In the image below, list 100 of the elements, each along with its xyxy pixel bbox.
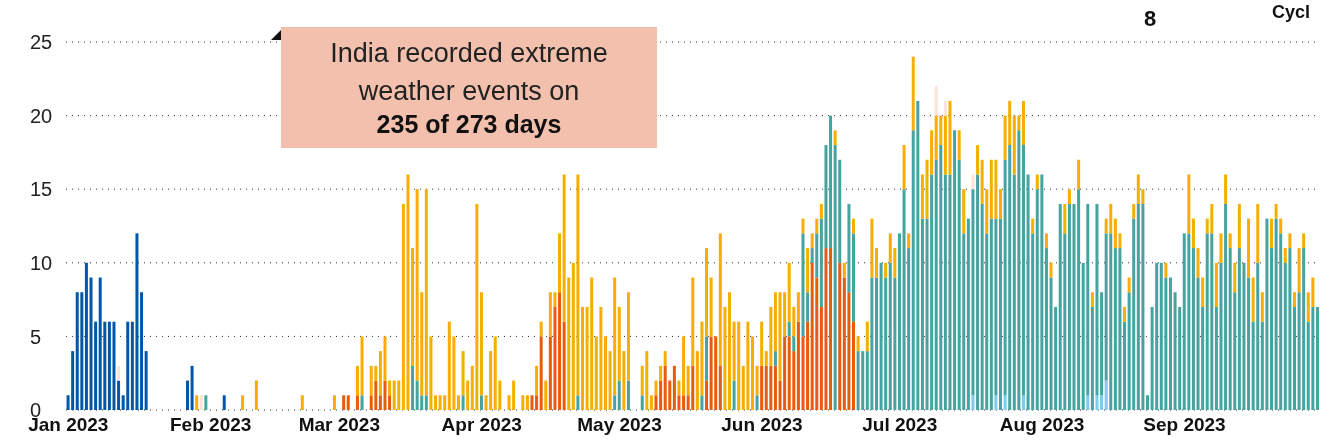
bar [300, 395, 304, 410]
bar [397, 380, 401, 410]
bar [1219, 233, 1223, 263]
bar [1100, 395, 1104, 410]
bar [943, 174, 947, 410]
bar [948, 174, 952, 410]
bar [1260, 292, 1264, 322]
bar [512, 380, 516, 410]
bar [461, 395, 465, 410]
bar [783, 336, 787, 410]
bar [489, 351, 493, 410]
bar [535, 365, 539, 396]
x-tick-label: Apr 2023 [441, 414, 522, 436]
bar [994, 159, 998, 219]
bar [332, 395, 336, 410]
bar [84, 262, 88, 410]
bar [957, 159, 961, 410]
bar [199, 395, 203, 410]
y-tick-label: 10 [30, 251, 53, 274]
bar [1214, 262, 1218, 307]
bar [599, 306, 603, 410]
bar [355, 395, 359, 410]
bar [415, 380, 419, 410]
bar [659, 380, 663, 410]
bar [1021, 100, 1025, 146]
bar [1219, 262, 1223, 410]
bar [1237, 248, 1241, 410]
bar [1182, 233, 1186, 410]
bar [1302, 233, 1306, 249]
bar [980, 203, 984, 410]
bar [1003, 395, 1007, 410]
bar [1063, 203, 1067, 234]
bar [1049, 262, 1053, 278]
bar [1035, 174, 1039, 190]
bar [856, 336, 860, 352]
bar [870, 218, 874, 278]
bar [1109, 233, 1113, 410]
bar [1031, 218, 1035, 234]
bar [1265, 218, 1269, 410]
bar [1256, 262, 1260, 410]
bar [479, 292, 483, 396]
bar [1187, 174, 1191, 234]
bar [360, 336, 364, 396]
bar [1311, 306, 1315, 410]
bar [1012, 115, 1016, 175]
y-tick-label: 20 [30, 104, 53, 127]
bar [1233, 262, 1237, 293]
bar [842, 262, 846, 278]
bar [411, 248, 415, 366]
bar [962, 189, 966, 234]
bar [796, 292, 800, 322]
bar [1247, 277, 1251, 410]
bar [718, 365, 722, 410]
bar [682, 336, 686, 396]
bar [1077, 159, 1081, 190]
bar [539, 336, 543, 410]
bar [424, 395, 428, 410]
bar [360, 395, 364, 410]
bar [1302, 248, 1306, 410]
bar [815, 233, 819, 278]
bar [1251, 277, 1255, 322]
bar [548, 292, 552, 337]
bar [705, 248, 709, 337]
bar [1113, 218, 1117, 249]
bar [1146, 395, 1149, 410]
bar [443, 395, 447, 410]
bar [112, 321, 116, 410]
bar [787, 336, 791, 410]
bar [204, 395, 208, 410]
y-tick-label: 25 [30, 31, 53, 54]
bar [1155, 262, 1159, 410]
bar [1168, 277, 1172, 410]
bar [1210, 233, 1214, 410]
bar [98, 277, 102, 410]
bar [1044, 233, 1048, 249]
bar [1100, 292, 1104, 396]
bar [383, 380, 387, 410]
bar [190, 365, 194, 410]
bar [369, 365, 373, 396]
bar [558, 233, 562, 293]
bar [535, 395, 539, 410]
bar [438, 395, 442, 410]
bar [728, 292, 731, 410]
bar [1021, 395, 1025, 410]
bar [1270, 218, 1274, 249]
bar [1132, 218, 1136, 410]
bar [1008, 145, 1012, 410]
bar [815, 218, 819, 234]
bar [374, 380, 378, 410]
bar [806, 292, 810, 322]
bar [195, 395, 199, 410]
bar [388, 380, 392, 396]
bar [691, 365, 695, 410]
bar [769, 306, 773, 366]
bar [1021, 145, 1025, 396]
bar [613, 395, 617, 410]
bar [705, 380, 709, 410]
bar [930, 174, 934, 410]
bar [89, 277, 93, 410]
bar [1113, 248, 1117, 410]
